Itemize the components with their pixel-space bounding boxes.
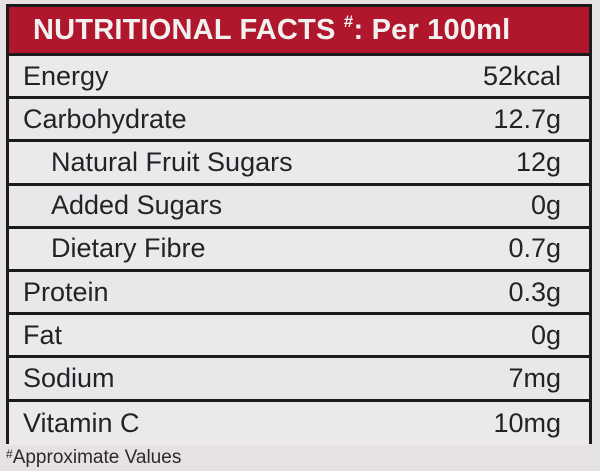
nutrition-label: NUTRITIONAL FACTS #: Per 100ml Energy 52… bbox=[6, 4, 592, 445]
nutrient-row-carbohydrate: Carbohydrate 12.7g bbox=[9, 99, 589, 143]
nutrient-value: 0g bbox=[530, 190, 561, 221]
header-marker: # bbox=[343, 12, 354, 31]
nutrient-row-natural-fruit-sugars: Natural Fruit Sugars 12g bbox=[9, 142, 589, 186]
nutrition-rows: Energy 52kcal Carbohydrate 12.7g Natural… bbox=[9, 56, 589, 445]
nutrient-label: Protein bbox=[23, 276, 109, 307]
nutrient-label: Energy bbox=[23, 60, 109, 91]
nutrient-row-protein: Protein 0.3g bbox=[9, 271, 589, 316]
nutrient-value: 0g bbox=[530, 319, 561, 350]
nutrient-label: Sodium bbox=[23, 362, 115, 393]
nutrient-label: Natural Fruit Sugars bbox=[51, 146, 293, 177]
nutrient-row-vitamin-c: Vitamin C 10mg bbox=[9, 401, 589, 445]
nutrient-value: 12.7g bbox=[493, 103, 561, 134]
nutrient-row-dietary-fibre: Dietary Fibre 0.7g bbox=[9, 228, 589, 272]
nutrient-label: Fat bbox=[23, 319, 63, 350]
header-title: NUTRITIONAL FACTS bbox=[33, 14, 336, 46]
nutrient-label: Dietary Fibre bbox=[51, 233, 206, 264]
nutrient-label: Added Sugars bbox=[51, 190, 223, 221]
nutrient-row-sodium: Sodium 7mg bbox=[9, 358, 589, 402]
nutrient-label: Carbohydrate bbox=[23, 103, 187, 134]
nutrient-label: Vitamin C bbox=[23, 407, 140, 438]
footnote-text: Approximate Values bbox=[12, 447, 182, 468]
nutrient-value: 0.7g bbox=[508, 233, 561, 264]
nutrient-value: 12g bbox=[515, 146, 561, 177]
nutrient-row-energy: Energy 52kcal bbox=[9, 56, 589, 100]
footnote-marker: # bbox=[6, 447, 13, 461]
footnote: #Approximate Values bbox=[6, 447, 181, 469]
nutrition-header: NUTRITIONAL FACTS #: Per 100ml bbox=[9, 7, 589, 56]
nutrient-row-fat: Fat 0g bbox=[9, 315, 589, 359]
nutrient-value: 52kcal bbox=[482, 60, 561, 91]
nutrient-value: 7mg bbox=[508, 362, 561, 393]
nutrient-value: 0.3g bbox=[508, 276, 561, 307]
header-suffix: : Per 100ml bbox=[353, 14, 511, 46]
nutrient-value: 10mg bbox=[493, 407, 561, 438]
nutrient-row-added-sugars: Added Sugars 0g bbox=[9, 185, 589, 229]
